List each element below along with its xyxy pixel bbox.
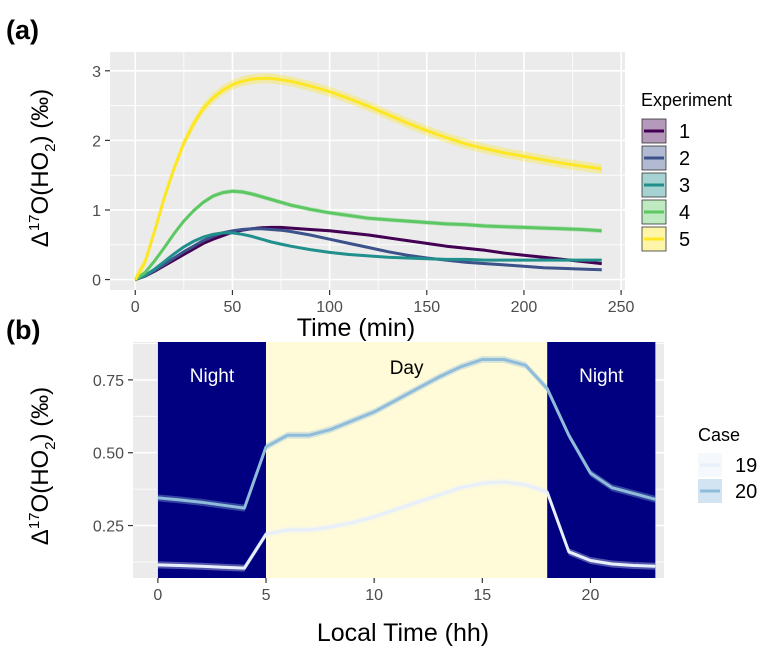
panel-b-legend-title: Case	[698, 425, 740, 445]
panel-b-region-night	[157, 342, 267, 578]
panel-b-legend-label: 20	[735, 481, 757, 503]
panel-a-x-ticks: 0 50 100 150 200 250	[131, 290, 635, 316]
panel-b-y-tick-label: 0.50	[93, 446, 124, 463]
panel-a-label: (a)	[6, 15, 39, 45]
panel-a-series-lines	[133, 76, 602, 282]
panel-b-y-tick-label: 0.25	[93, 519, 124, 536]
panel-b-line-series-20	[157, 358, 656, 510]
panel-a-legend-title: Experiment	[641, 90, 732, 110]
panel-b-x-tick-label: 10	[365, 587, 383, 604]
panel-a-y-tick-label: 1	[92, 203, 101, 220]
panel-a-y-tick-label: 2	[92, 133, 101, 150]
panel-a-line-series-3	[134, 231, 602, 281]
panel-b: (b) Night Day Night 0 5 10 15 20 0.250.500.75 …	[6, 315, 757, 647]
panel-a-x-tick-label: 200	[511, 299, 538, 316]
panel-b-region-label: Night	[190, 366, 235, 387]
panel-a-y-tick-label: 0	[92, 273, 101, 290]
panel-b-x-ticks: 0 5 10 15 20	[153, 578, 599, 604]
panel-b-day-night-regions: Night Day Night	[157, 342, 656, 578]
panel-a-plot-background	[110, 52, 625, 290]
panel-b-label: (b)	[6, 315, 40, 345]
panel-b-x-axis-label: Local Time (hh)	[317, 619, 489, 647]
panel-a-y-tick-label: 3	[92, 64, 101, 81]
panel-b-region-label: Day	[390, 358, 424, 379]
panel-a-legend-label: 4	[679, 202, 690, 224]
panel-a-line-series-1	[134, 225, 602, 282]
panel-a-x-tick-label: 100	[316, 299, 343, 316]
panel-b-region-label: Night	[579, 366, 624, 387]
panel-a-legend-label: 2	[679, 148, 690, 170]
panel-b-y-axis-label: Δ17O(HO2) (‰)	[26, 387, 59, 545]
panel-a-legend-label: 5	[679, 229, 690, 251]
panel-a-x-axis-label: Time (min)	[297, 314, 416, 342]
panel-b-series-lines	[157, 358, 656, 570]
panel-b-x-tick-label: 5	[262, 587, 271, 604]
panel-b-x-tick-label: 20	[582, 587, 600, 604]
panel-a-line-series-4	[134, 189, 602, 281]
panel-a-legend: Experiment 1 2 3 4 5	[641, 90, 732, 252]
panel-a-legend-label: 1	[679, 121, 690, 143]
panel-a-x-tick-label: 150	[413, 299, 440, 316]
panel-a-y-ticks: 0 1 2 3	[92, 64, 110, 290]
panel-a-gridlines	[110, 52, 625, 290]
panel-b-x-tick-label: 0	[153, 587, 162, 604]
panel-a: (a) 0 50 100 150 200 250 0 1 2 3 Time (min) Δ17O…	[6, 15, 732, 342]
panel-a-legend-label: 3	[679, 175, 690, 197]
panel-a-x-tick-label: 50	[224, 299, 242, 316]
panel-a-x-tick-label: 0	[131, 299, 140, 316]
panel-b-legend-label: 19	[735, 455, 757, 477]
panel-b-region-day	[266, 342, 548, 578]
panel-b-y-tick-label: 0.75	[93, 373, 124, 390]
panel-b-line-series-19	[157, 480, 656, 570]
panel-b-y-ticks: 0.25 0.50 0.75	[93, 373, 133, 536]
panel-b-legend: Case 19 20	[698, 425, 757, 503]
panel-a-y-axis-label: Δ17O(HO2) (‰)	[26, 89, 59, 247]
panel-b-x-tick-label: 15	[473, 587, 491, 604]
panel-a-line-series-5	[133, 76, 602, 281]
panel-a-x-tick-label: 250	[608, 299, 635, 316]
panel-a-line-series-2	[134, 227, 602, 282]
